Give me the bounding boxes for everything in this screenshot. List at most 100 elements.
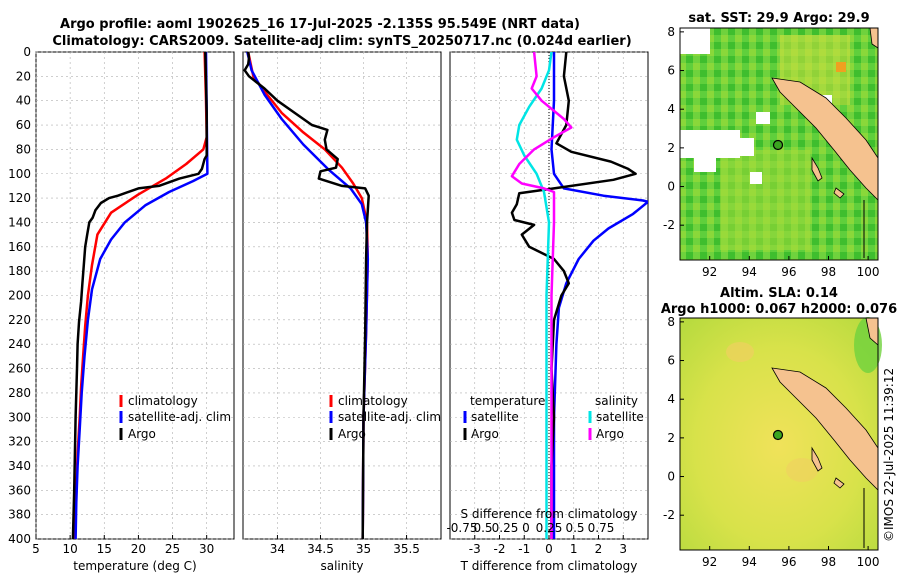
salinity-difference-tick-label: 0	[522, 521, 530, 535]
sla-map-title-line1: Altim. SLA: 0.14	[720, 286, 838, 301]
x-tick-label: 30	[199, 542, 214, 556]
depth-tick-label: 100	[8, 167, 31, 181]
depth-tick-label: 160	[8, 240, 31, 254]
temperature-x-label: temperature (deg C)	[73, 559, 196, 573]
imos-credit: ©IMOS 22-Jul-2025 11:39:12	[882, 368, 896, 542]
x-tick-label: 25	[165, 542, 180, 556]
legend-temperature-heading: temperature	[470, 394, 545, 408]
island	[811, 156, 823, 182]
map-x-tick-label: 92	[702, 555, 717, 569]
x-tick-label: 20	[131, 542, 146, 556]
figure-title-line1: Argo profile: aoml 1902625_16 17-Jul-202…	[60, 17, 580, 32]
salinity-difference-ticks: -0.750.5 0.25 0 0.25 0.5 0.75	[446, 521, 614, 535]
map-x-tick-label: 96	[781, 265, 796, 279]
salinity-difference-axis-label: S difference from climatology	[461, 507, 638, 521]
map-x-tick-label: 94	[742, 265, 757, 279]
map-x-tick-label: 100	[857, 265, 880, 279]
map-y-tick-label: 8	[667, 315, 675, 329]
map-x-tick-label: 96	[781, 555, 796, 569]
sst-field-warm-patch	[720, 150, 810, 250]
map-y-tick-label: 8	[667, 25, 675, 39]
depth-tick-label: 380	[8, 508, 31, 522]
series-line-argo	[71, 52, 208, 539]
map-y-tick-label: 4	[667, 102, 675, 116]
temperature-lines	[71, 52, 209, 539]
depth-tick-label: 0	[23, 45, 31, 59]
argo-position-marker	[772, 139, 784, 151]
depth-tick-label: 180	[8, 264, 31, 278]
map-y-tick-label: 0	[667, 470, 675, 484]
x-tick-label: 10	[62, 542, 77, 556]
salinity-difference-tick-label: 0.25	[536, 521, 563, 535]
sla-map-title-line2: Argo h1000: 0.067 h2000: 0.076	[661, 302, 897, 317]
depth-tick-label: 220	[8, 313, 31, 327]
difference-x-ticks: -3 -2 -1 0 1 2 3	[469, 535, 627, 556]
legend-argo-label: Argo	[338, 427, 366, 441]
sst-map-x-ticks: 92 94 96 98 100	[702, 256, 880, 279]
sla-map	[679, 317, 882, 551]
difference-lines	[510, 52, 648, 539]
salinity-difference-tick-label: 0.5	[565, 521, 584, 535]
series-line-argo	[243, 52, 370, 539]
difference-x-label: T difference from climatology	[460, 559, 638, 573]
sla-map-frame	[679, 317, 879, 551]
depth-tick-label: 360	[8, 483, 31, 497]
salinity-grid	[243, 51, 441, 540]
salinity-difference-tick-label: 0.5	[473, 521, 492, 535]
map-y-tick-label: 6	[667, 64, 675, 78]
map-x-tick-label: 94	[742, 555, 757, 569]
x-tick-label: 1	[570, 542, 578, 556]
x-tick-label: 5	[32, 542, 40, 556]
x-tick-label: 15	[97, 542, 112, 556]
series-line-satellite-adj-clim	[74, 52, 209, 539]
island	[833, 477, 845, 489]
sumatra-land	[771, 77, 879, 201]
x-tick-label: 35.5	[393, 542, 420, 556]
map-x-tick-label: 98	[821, 265, 836, 279]
legend-climatology-label: climatology	[338, 394, 408, 408]
depth-tick-label: 60	[16, 118, 31, 132]
depth-tick-label: 200	[8, 289, 31, 303]
legend-sal-satellite-label: satellite	[596, 410, 644, 424]
temperature-panel-frame	[35, 51, 235, 540]
salinity-legend: climatology satellite-adj. clim Argo	[329, 394, 441, 441]
depth-tick-label: 340	[8, 459, 31, 473]
depth-tick-label: 80	[16, 142, 31, 156]
x-tick-label: -3	[469, 542, 481, 556]
sst-map-frame	[679, 27, 879, 261]
legend-argo-label: Argo	[128, 427, 156, 441]
depth-tick-label: 120	[8, 191, 31, 205]
legend-satellite-label: satellite-adj. clim	[338, 410, 441, 424]
sst-map-title: sat. SST: 29.9 Argo: 29.9	[688, 11, 869, 26]
map-y-tick-label: -2	[663, 218, 675, 232]
sst-map	[679, 27, 879, 261]
x-tick-label: 3	[619, 542, 627, 556]
depth-tick-label: 260	[8, 362, 31, 376]
depth-tick-label: 320	[8, 435, 31, 449]
salinity-x-ticks: 34 34.5 35 35.5	[270, 535, 420, 556]
sla-field-high	[786, 458, 818, 482]
depth-tick-label: 400	[8, 532, 31, 546]
x-tick-label: 35	[356, 542, 371, 556]
sla-map-y-ticks: 8 6 4 2 0 -2	[663, 315, 684, 522]
series-line-temperature-satellite	[550, 52, 648, 539]
map-x-tick-label: 100	[857, 555, 880, 569]
depth-tick-label: 20	[16, 69, 31, 83]
depth-axis-ticks: 0 20 40 60 80 100 120 140 160 180 200 220 240 260 280 3…	[8, 45, 31, 546]
depth-tick-label: 40	[16, 94, 31, 108]
legend-temp-argo-label: Argo	[471, 427, 499, 441]
legend-satellite-label: satellite-adj. clim	[128, 410, 231, 424]
sst-map-y-ticks: 8 6 4 2 0 -2	[663, 25, 684, 232]
salinity-panel-frame	[242, 51, 442, 540]
sst-field-warm-patch	[836, 62, 846, 72]
difference-legend: temperature salinity satellite Argo sate…	[463, 394, 644, 441]
legend-sal-argo-label: Argo	[596, 427, 624, 441]
map-y-tick-label: 4	[667, 392, 675, 406]
x-tick-label: 34	[270, 542, 285, 556]
series-line-salinity-argo	[510, 52, 573, 539]
depth-tick-label: 240	[8, 337, 31, 351]
series-line-temperature-argo	[510, 52, 637, 539]
map-x-tick-label: 98	[821, 555, 836, 569]
salinity-difference-tick-label: -0.75	[446, 521, 477, 535]
